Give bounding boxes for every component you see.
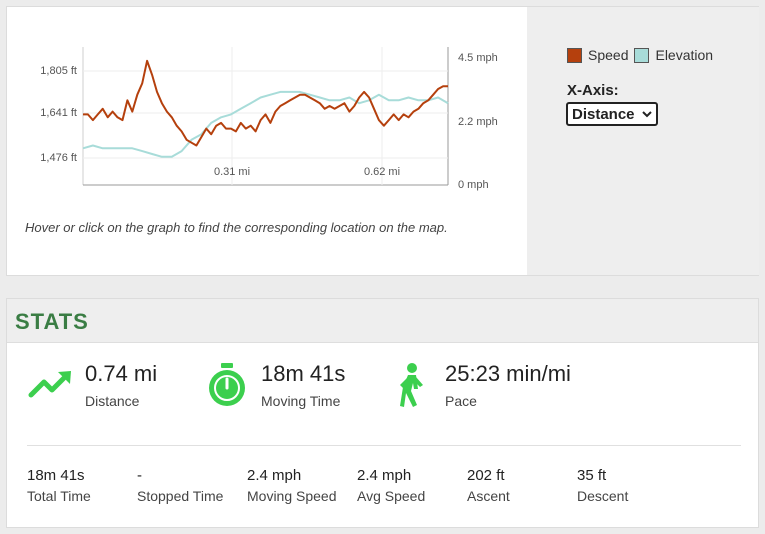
descent-label: Descent xyxy=(577,488,629,504)
x-axis-label: X-Axis: xyxy=(567,82,619,99)
chart-area: 1,805 ft 1,641 ft 1,476 ft 4.5 mph 2.2 m… xyxy=(7,7,527,275)
y-left-tick: 1,805 ft xyxy=(40,65,77,77)
stopped-time-stat: - Stopped Time xyxy=(137,467,223,504)
moving-time-label: Moving Time xyxy=(261,393,341,409)
total-time-stat: 18m 41s Total Time xyxy=(27,467,91,504)
legend-elevation-swatch xyxy=(634,47,650,63)
moving-speed-stat: 2.4 mph Moving Speed xyxy=(247,467,337,504)
x-tick: 0.31 mi xyxy=(214,166,250,178)
moving-speed-value: 2.4 mph xyxy=(247,467,302,484)
moving-time-stat: 18m 41s Moving Time xyxy=(203,361,345,409)
trending-up-icon xyxy=(28,371,71,398)
avg-speed-value: 2.4 mph xyxy=(357,467,412,484)
pace-label: Pace xyxy=(445,393,477,409)
pace-stat: 25:23 min/mi Pace xyxy=(387,361,571,409)
elevation-series-line[interactable] xyxy=(82,90,449,158)
stopwatch-icon xyxy=(209,363,245,406)
elevation-speed-chart[interactable]: 1,805 ft 1,641 ft 1,476 ft 4.5 mph 2.2 m… xyxy=(7,7,527,217)
legend-speed-swatch xyxy=(567,47,582,63)
x-axis-select[interactable]: Distance xyxy=(566,102,658,126)
x-tick: 0.62 mi xyxy=(364,166,400,178)
total-time-label: Total Time xyxy=(27,488,91,504)
stats-title: STATS xyxy=(15,309,89,334)
moving-speed-label: Moving Speed xyxy=(247,488,337,504)
distance-label: Distance xyxy=(85,393,140,409)
elevation-speed-card: 1,805 ft 1,641 ft 1,476 ft 4.5 mph 2.2 m… xyxy=(6,6,759,276)
y-left-tick: 1,476 ft xyxy=(40,152,77,164)
stats-header: STATS xyxy=(7,299,758,343)
y-right-tick: 4.5 mph xyxy=(458,52,498,64)
descent-stat: 35 ft Descent xyxy=(577,467,628,504)
distance-stat: 0.74 mi Distance xyxy=(27,361,157,409)
avg-speed-label: Avg Speed xyxy=(357,488,426,504)
speed-series-line[interactable] xyxy=(83,59,448,147)
distance-value: 0.74 mi xyxy=(85,361,158,386)
ascent-value: 202 ft xyxy=(467,467,505,484)
legend-elevation-label: Elevation xyxy=(655,47,714,63)
total-time-value: 18m 41s xyxy=(27,467,85,484)
y-right-tick: 2.2 mph xyxy=(458,116,498,128)
stopped-time-label: Stopped Time xyxy=(137,488,224,504)
legend-speed-label: Speed xyxy=(588,47,629,63)
moving-time-value: 18m 41s xyxy=(261,361,346,386)
stats-card: STATS 0.74 mi Distance 18m 41s Moving Ti… xyxy=(6,298,759,528)
chart-legend: Speed Elevation xyxy=(567,47,719,63)
series-layer xyxy=(82,59,449,158)
pace-value: 25:23 min/mi xyxy=(445,361,571,386)
ascent-stat: 202 ft Ascent xyxy=(467,467,510,504)
chart-caption: Hover or click on the graph to find the … xyxy=(25,220,448,235)
y-left-tick: 1,641 ft xyxy=(40,107,77,119)
descent-value: 35 ft xyxy=(577,467,607,484)
walking-person-icon xyxy=(400,363,423,407)
chart-controls: Speed Elevation X-Axis: Distance xyxy=(527,7,759,275)
stopped-time-value: - xyxy=(137,467,142,484)
x-axis-selected-value: Distance xyxy=(572,105,635,123)
stats-divider xyxy=(27,445,741,446)
ascent-label: Ascent xyxy=(467,488,510,504)
y-right-tick: 0 mph xyxy=(458,179,489,191)
chevron-down-icon xyxy=(642,111,652,118)
avg-speed-stat: 2.4 mph Avg Speed xyxy=(357,467,425,504)
